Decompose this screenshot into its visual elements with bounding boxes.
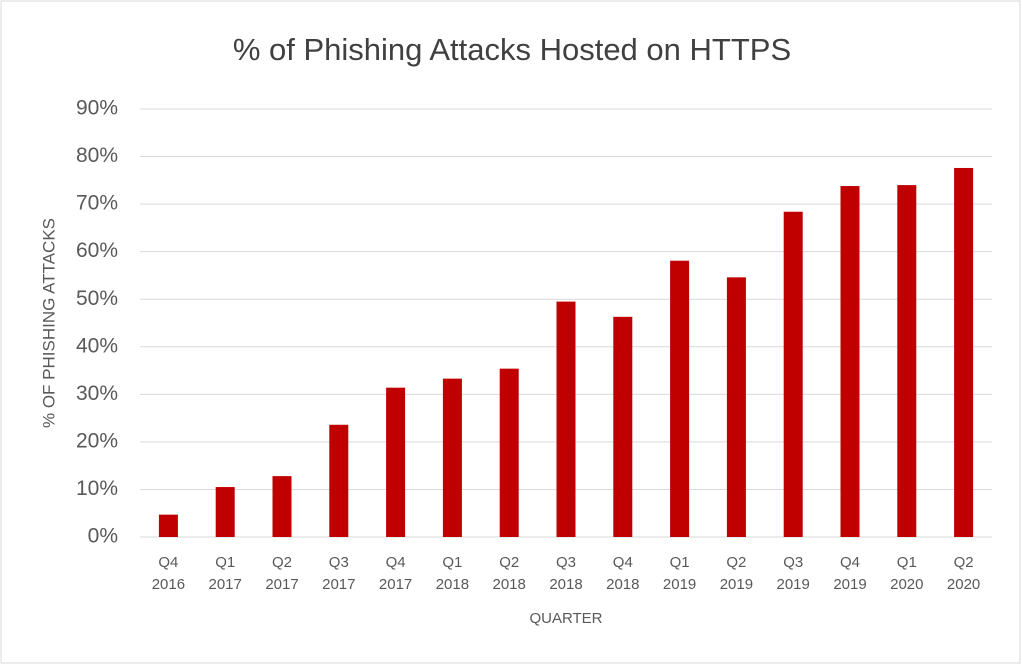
x-tick-label-line: 2019 xyxy=(720,576,753,593)
y-tick-label: 80% xyxy=(76,144,118,167)
y-tick-label: 20% xyxy=(76,429,118,452)
y-tick-label: 40% xyxy=(76,334,118,357)
bar xyxy=(158,514,178,537)
x-tick-label: Q4 2019 xyxy=(833,554,866,593)
x-tick-label-line: Q4 xyxy=(386,554,406,571)
x-tick-label: Q4 2017 xyxy=(379,554,412,593)
x-tick-label-line: Q1 xyxy=(215,554,235,571)
x-tick-label: Q2 2020 xyxy=(947,554,980,593)
x-tick-label-line: 2018 xyxy=(606,576,639,593)
bar xyxy=(670,260,690,537)
chart-title: % of Phishing Attacks Hosted on HTTPS xyxy=(233,32,791,67)
x-tick-label-line: 2019 xyxy=(777,576,810,593)
x-tick-label-line: 2017 xyxy=(322,576,355,593)
y-tick-label: 50% xyxy=(76,287,118,310)
x-tick-label: Q1 2018 xyxy=(436,554,469,593)
x-tick-label-line: Q3 xyxy=(556,554,576,571)
x-tick-label: Q2 2019 xyxy=(720,554,753,593)
x-tick-label-line: Q4 xyxy=(613,554,633,571)
x-tick-label-line: Q1 xyxy=(897,554,917,571)
bar xyxy=(840,186,860,538)
y-tick-label: 30% xyxy=(76,382,118,405)
x-tick-label-line: Q1 xyxy=(442,554,462,571)
x-tick-label-line: 2020 xyxy=(890,576,923,593)
bar xyxy=(499,368,519,537)
x-tick-label: Q3 2017 xyxy=(322,554,355,593)
x-tick-label-line: Q2 xyxy=(954,554,974,571)
x-tick-label-line: 2017 xyxy=(265,576,298,593)
x-tick-label-line: Q2 xyxy=(272,554,292,571)
bar xyxy=(329,424,349,537)
x-tick-label-line: 2016 xyxy=(152,576,185,593)
y-axis-label: % OF PHISHING ATTACKS xyxy=(39,218,58,428)
x-tick-label-line: Q4 xyxy=(158,554,178,571)
x-tick-label-line: 2017 xyxy=(379,576,412,593)
y-tick-label: 70% xyxy=(76,192,118,215)
x-tick-label: Q3 2018 xyxy=(549,554,582,593)
x-tick-label-line: Q2 xyxy=(499,554,519,571)
bar xyxy=(386,387,406,537)
x-tick-label: Q1 2020 xyxy=(890,554,923,593)
x-tick-label-line: 2020 xyxy=(947,576,980,593)
bar xyxy=(783,211,803,537)
x-tick-label: Q1 2019 xyxy=(663,554,696,593)
bar xyxy=(613,316,633,537)
x-axis-label: QUARTER xyxy=(529,610,602,627)
x-tick-label: Q1 2017 xyxy=(209,554,242,593)
x-tick-label-line: Q3 xyxy=(783,554,803,571)
y-tick-label: 60% xyxy=(76,239,118,262)
x-tick-label-line: 2018 xyxy=(436,576,469,593)
x-tick-label: Q3 2019 xyxy=(777,554,810,593)
bar xyxy=(556,301,576,537)
bar xyxy=(954,167,974,538)
x-tick-label-line: 2018 xyxy=(493,576,526,593)
bar xyxy=(272,476,292,537)
x-tick-label-line: 2019 xyxy=(833,576,866,593)
x-tick-label-line: Q2 xyxy=(726,554,746,571)
bar xyxy=(215,487,235,537)
bar xyxy=(897,185,917,538)
bar xyxy=(726,277,746,537)
y-tick-label: 90% xyxy=(76,97,118,120)
y-tick-label: 0% xyxy=(88,525,118,548)
x-tick-label-line: 2019 xyxy=(663,576,696,593)
y-tick-label: 10% xyxy=(76,477,118,500)
x-tick-label: Q2 2017 xyxy=(265,554,298,593)
x-tick-label-line: Q1 xyxy=(670,554,690,571)
x-tick-label: Q2 2018 xyxy=(493,554,526,593)
x-tick-label-line: Q3 xyxy=(329,554,349,571)
bar xyxy=(442,378,462,537)
x-tick-label-line: 2018 xyxy=(549,576,582,593)
x-tick-label-line: 2017 xyxy=(209,576,242,593)
x-tick-label: Q4 2016 xyxy=(152,554,185,593)
x-tick-label: Q4 2018 xyxy=(606,554,639,593)
x-tick-label-line: Q4 xyxy=(840,554,860,571)
